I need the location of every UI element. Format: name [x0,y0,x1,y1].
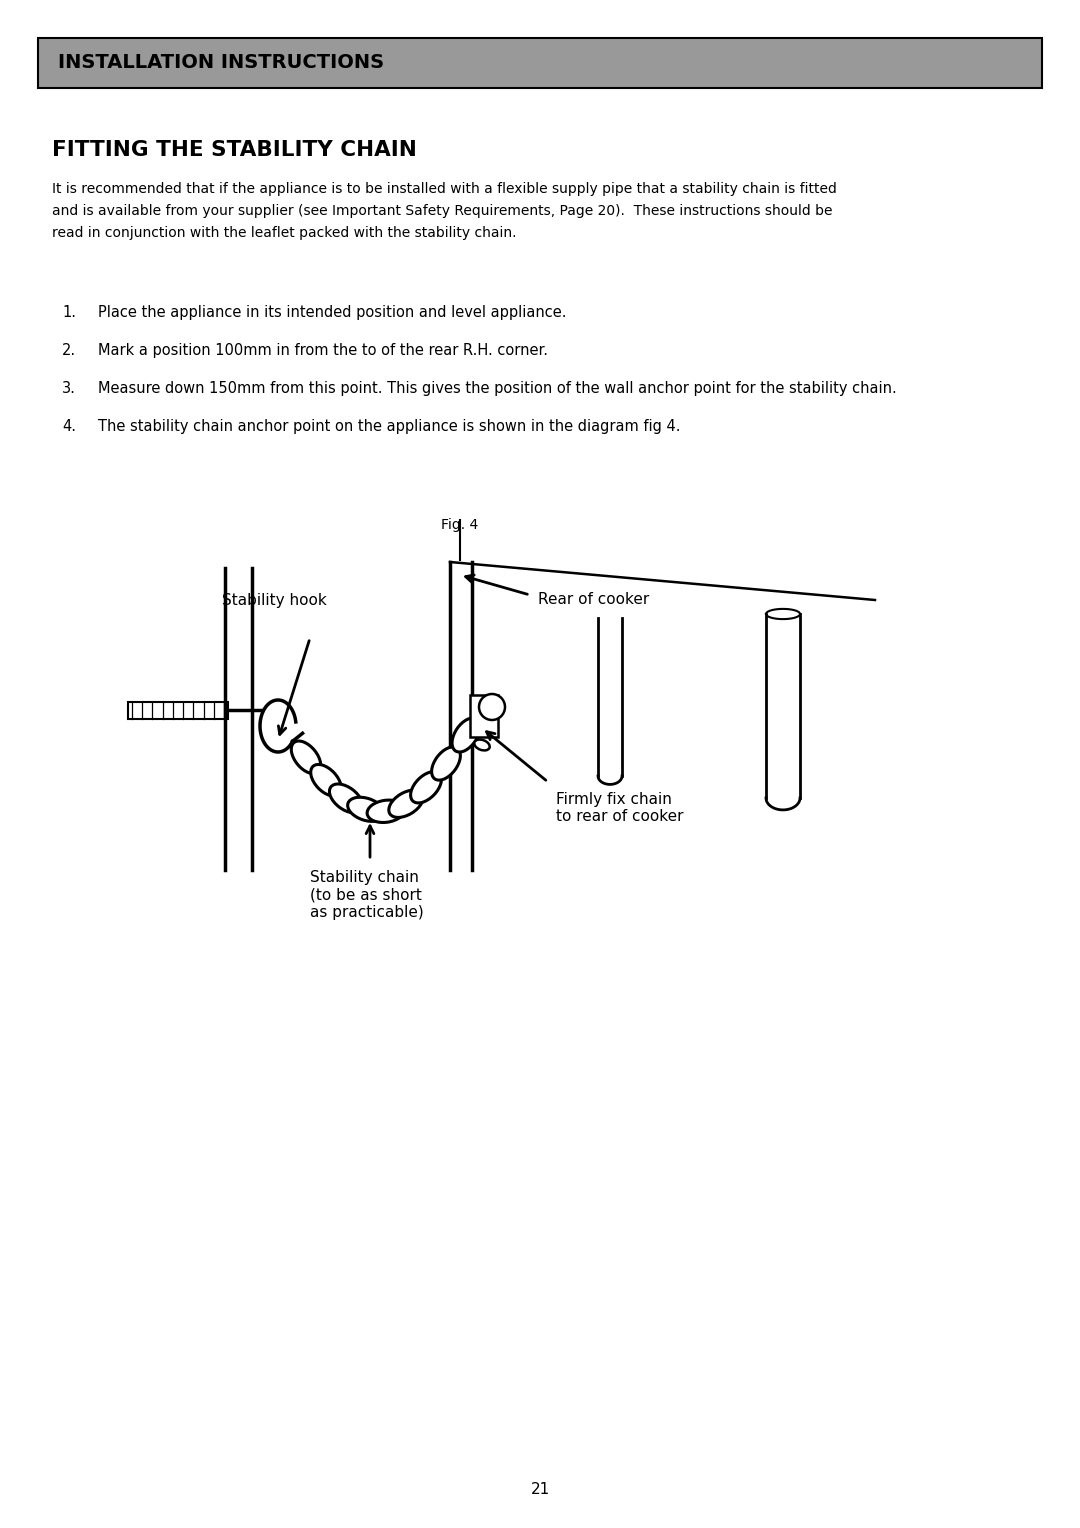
Text: FITTING THE STABILITY CHAIN: FITTING THE STABILITY CHAIN [52,141,417,160]
Text: Stability chain
(to be as short
as practicable): Stability chain (to be as short as pract… [310,869,423,920]
Ellipse shape [311,764,341,796]
Text: Stability hook: Stability hook [222,593,327,608]
Ellipse shape [389,790,423,817]
Ellipse shape [367,801,405,822]
Ellipse shape [474,740,489,750]
Text: Measure down 150mm from this point. This gives the position of the wall anchor p: Measure down 150mm from this point. This… [98,380,896,396]
Text: 1.: 1. [62,306,76,319]
Text: read in conjunction with the leaflet packed with the stability chain.: read in conjunction with the leaflet pac… [52,226,516,240]
Ellipse shape [329,784,363,813]
Ellipse shape [348,798,384,822]
Text: Firmly fix chain
to rear of cooker: Firmly fix chain to rear of cooker [556,792,684,825]
Bar [470,695,498,736]
Text: The stability chain anchor point on the appliance is shown in the diagram fig 4.: The stability chain anchor point on the … [98,419,680,434]
Text: INSTALLATION INSTRUCTIONS: INSTALLATION INSTRUCTIONS [58,53,384,72]
Text: It is recommended that if the appliance is to be installed with a flexible suppl: It is recommended that if the appliance … [52,182,837,196]
FancyBboxPatch shape [38,38,1042,89]
Ellipse shape [292,741,321,773]
Text: Fig. 4: Fig. 4 [442,518,478,532]
Text: Rear of cooker: Rear of cooker [538,593,649,608]
Ellipse shape [432,747,460,781]
Text: and is available from your supplier (see Important Safety Requirements, Page 20): and is available from your supplier (see… [52,205,833,219]
Text: 4.: 4. [62,419,76,434]
Ellipse shape [410,772,442,802]
Bar [129,701,228,718]
Text: 2.: 2. [62,342,76,358]
Text: Place the appliance in its intended position and level appliance.: Place the appliance in its intended posi… [98,306,567,319]
Text: 21: 21 [530,1482,550,1497]
Text: 3.: 3. [62,380,76,396]
Text: Mark a position 100mm in from the to of the rear R.H. corner.: Mark a position 100mm in from the to of … [98,342,548,358]
Ellipse shape [453,718,480,752]
Circle shape [480,694,505,720]
